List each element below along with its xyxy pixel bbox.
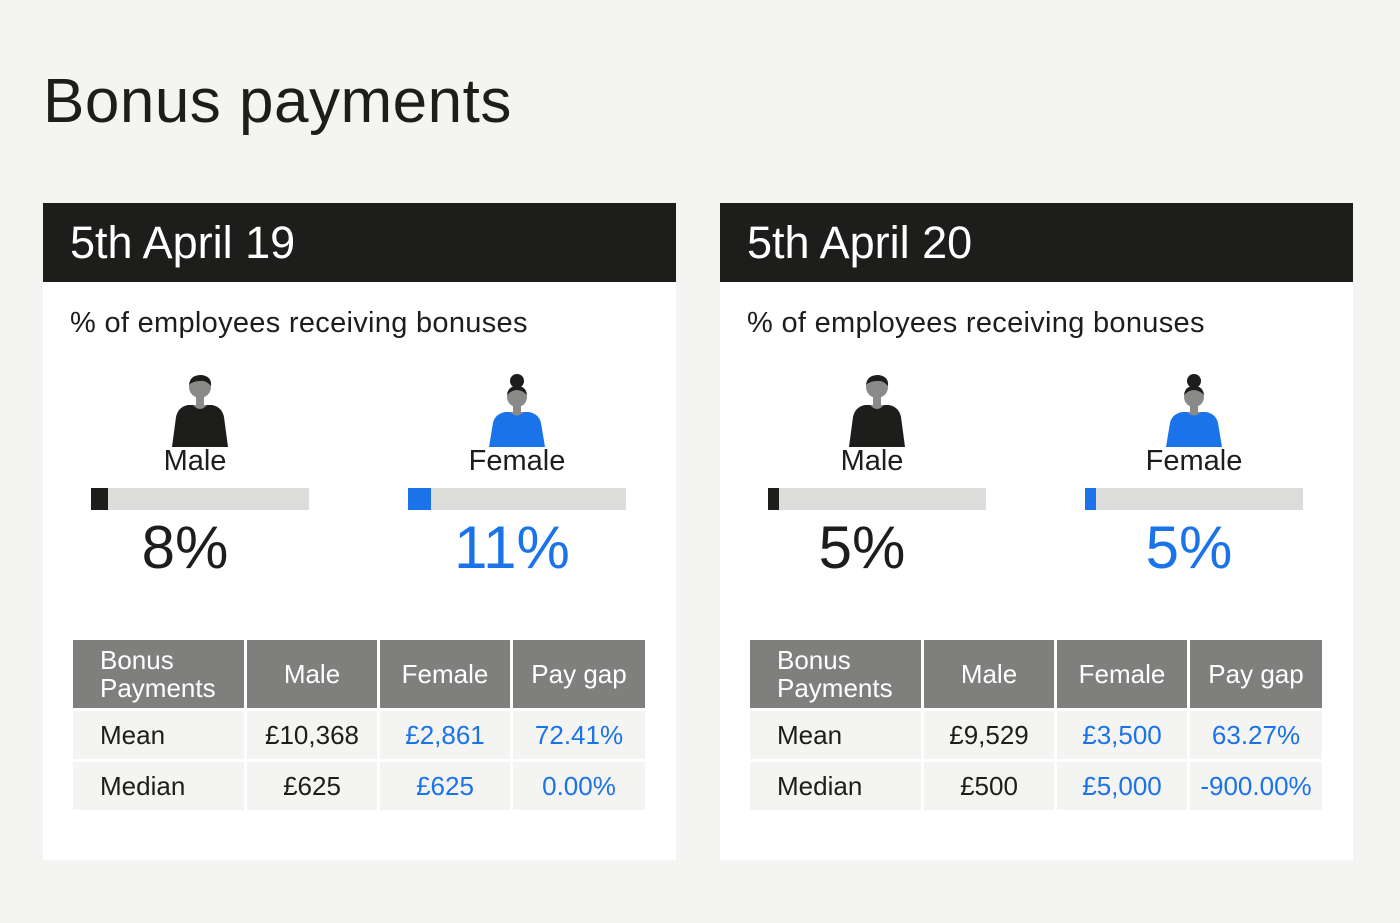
bonus-table: Bonus Payments Male Female Pay gap Mean £… [70, 637, 648, 813]
row-label: Median [750, 762, 921, 810]
female-progress-bar [408, 488, 626, 510]
column-header: Male [924, 640, 1054, 708]
male-percentage: 5% [818, 514, 906, 581]
pay-gap-cell: 72.41% [513, 711, 645, 759]
page-title: Bonus payments [43, 67, 512, 136]
male-label: Male [163, 445, 227, 477]
female-percentage: 11% [454, 514, 570, 581]
female-label: Female [468, 445, 566, 477]
male-progress-bar [768, 488, 986, 510]
male-person-icon [849, 375, 905, 447]
row-label: Mean [73, 711, 244, 759]
panel-april-19: 5th April 19 % of employees receiving bo… [43, 203, 676, 860]
panel-subtitle: % of employees receiving bonuses [747, 307, 1205, 339]
pay-gap-cell: -900.00% [1190, 762, 1322, 810]
male-cell: £9,529 [924, 711, 1054, 759]
column-header: Male [247, 640, 377, 708]
table-row: Mean £10,368 £2,861 72.41% [73, 711, 645, 759]
panel-subtitle: % of employees receiving bonuses [70, 307, 528, 339]
male-progress-fill [768, 488, 779, 510]
male-person-icon [172, 375, 228, 447]
female-cell: £3,500 [1057, 711, 1187, 759]
female-cell: £2,861 [380, 711, 510, 759]
table-row: Median £500 £5,000 -900.00% [750, 762, 1322, 810]
panel-april-20: 5th April 20 % of employees receiving bo… [720, 203, 1353, 860]
column-header: Bonus Payments [750, 640, 921, 708]
female-person-icon [1166, 374, 1222, 447]
pay-gap-cell: 0.00% [513, 762, 645, 810]
male-stat: Male 5% [768, 373, 986, 583]
row-label: Mean [750, 711, 921, 759]
female-progress-fill [1085, 488, 1096, 510]
table-row: Mean £9,529 £3,500 63.27% [750, 711, 1322, 759]
female-stat: Female 5% [1085, 373, 1303, 583]
panel-date-header: 5th April 20 [720, 203, 1353, 282]
male-cell: £500 [924, 762, 1054, 810]
column-header: Bonus Payments [73, 640, 244, 708]
female-percentage: 5% [1145, 514, 1233, 581]
row-label: Median [73, 762, 244, 810]
female-person-icon [489, 374, 545, 447]
pay-gap-cell: 63.27% [1190, 711, 1322, 759]
male-progress-fill [91, 488, 108, 510]
male-cell: £625 [247, 762, 377, 810]
table-header-row: Bonus Payments Male Female Pay gap [73, 640, 645, 708]
male-label: Male [840, 445, 904, 477]
female-cell: £5,000 [1057, 762, 1187, 810]
female-label: Female [1145, 445, 1243, 477]
female-stat: Female 11% [408, 373, 626, 583]
table-row: Median £625 £625 0.00% [73, 762, 645, 810]
male-progress-bar [91, 488, 309, 510]
female-progress-bar [1085, 488, 1303, 510]
male-cell: £10,368 [247, 711, 377, 759]
column-header: Female [380, 640, 510, 708]
female-progress-fill [408, 488, 431, 510]
table-header-row: Bonus Payments Male Female Pay gap [750, 640, 1322, 708]
female-cell: £625 [380, 762, 510, 810]
column-header: Pay gap [513, 640, 645, 708]
column-header: Female [1057, 640, 1187, 708]
panel-date-header: 5th April 19 [43, 203, 676, 282]
male-percentage: 8% [141, 514, 229, 581]
bonus-table: Bonus Payments Male Female Pay gap Mean £… [747, 637, 1325, 813]
column-header: Pay gap [1190, 640, 1322, 708]
male-stat: Male 8% [91, 373, 309, 583]
